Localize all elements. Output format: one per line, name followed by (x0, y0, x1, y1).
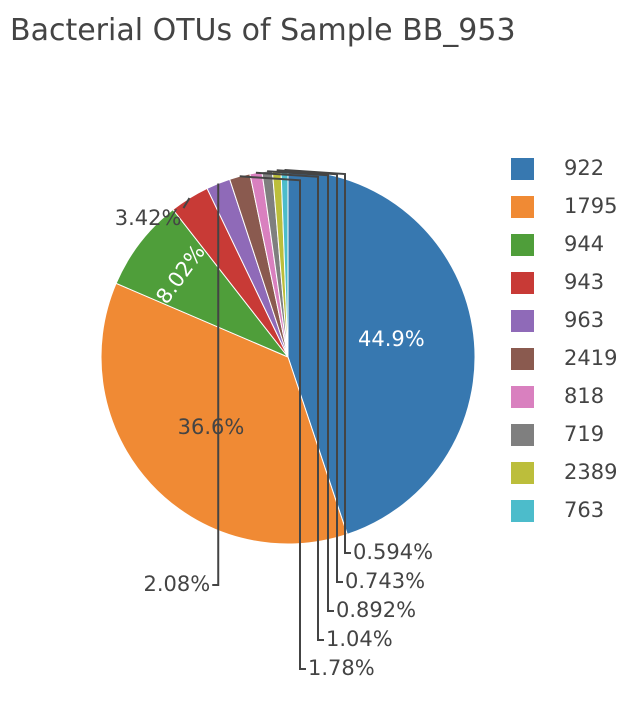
legend-swatch-1795[interactable] (511, 196, 534, 218)
pie-slices (100, 169, 476, 545)
slice-labels: 44.9%36.6%8.02%3.42%2.08%0.594%0.743%0.8… (115, 206, 433, 680)
legend-swatch-2389[interactable] (511, 462, 534, 484)
slice-label-2419: 1.78% (308, 656, 375, 680)
chart-title: Bacterial OTUs of Sample BB_953 (10, 13, 516, 48)
pie-slice-922[interactable] (287, 169, 476, 536)
slice-label-1795: 36.6% (178, 415, 245, 439)
slice-label-763: 0.594% (353, 540, 433, 564)
slice-label-963: 2.08% (144, 572, 211, 596)
leader-lines (182, 169, 351, 670)
pie-slice-1795[interactable] (100, 282, 348, 545)
legend-label-818[interactable]: 818 (564, 384, 604, 408)
legend-swatch-2419[interactable] (511, 348, 534, 370)
legend-swatch-922[interactable] (511, 158, 534, 180)
legend-label-719[interactable]: 719 (564, 422, 604, 446)
legend-label-963[interactable]: 963 (564, 308, 604, 332)
legend-label-763[interactable]: 763 (564, 498, 604, 522)
legend-label-943[interactable]: 943 (564, 270, 604, 294)
legend-label-2419[interactable]: 2419 (564, 346, 617, 370)
slice-label-818: 1.04% (326, 627, 393, 651)
legend-swatch-944[interactable] (511, 234, 534, 256)
legend: 922 1795 944 943 963 2419 818 719 2389 763 (511, 156, 617, 522)
legend-label-2389[interactable]: 2389 (564, 460, 617, 484)
legend-label-1795[interactable]: 1795 (564, 194, 617, 218)
slice-label-922: 44.9% (358, 327, 425, 351)
legend-swatch-963[interactable] (511, 310, 534, 332)
slice-label-719: 0.892% (336, 598, 416, 622)
legend-swatch-818[interactable] (511, 386, 534, 408)
legend-label-922[interactable]: 922 (564, 156, 604, 180)
pie-slice-944[interactable] (115, 208, 289, 358)
legend-swatch-763[interactable] (511, 500, 534, 522)
legend-swatch-719[interactable] (511, 424, 534, 446)
slice-label-2389: 0.743% (345, 569, 425, 593)
legend-swatch-943[interactable] (511, 272, 534, 294)
legend-label-944[interactable]: 944 (564, 232, 604, 256)
slice-label-943: 3.42% (115, 206, 182, 230)
